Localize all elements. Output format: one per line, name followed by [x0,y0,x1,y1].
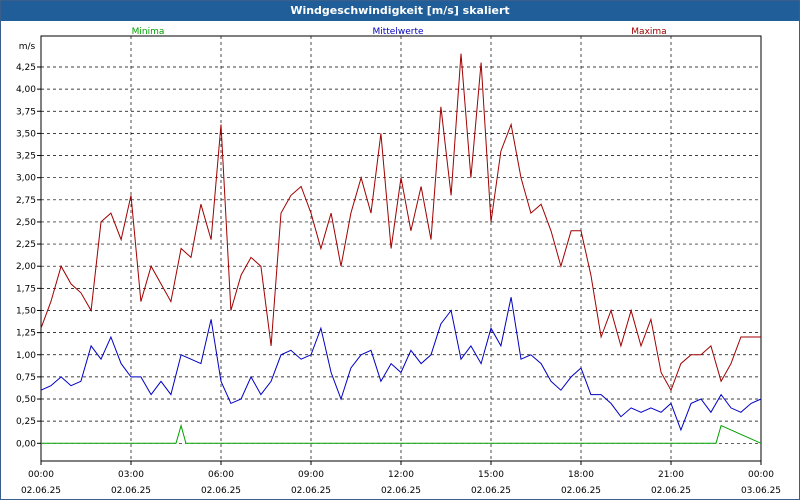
y-tick-label: 0,50 [16,395,36,405]
y-tick-label: 1,50 [16,306,36,316]
y-tick-label: 0,75 [16,373,36,383]
y-tick-label: 1,25 [16,329,36,339]
y-tick-label: 2,50 [16,218,36,228]
x-tick-time-label: 03:00 [118,470,144,480]
series-line-mittelwerte [40,297,762,432]
y-tick-label: 4,00 [16,85,36,95]
y-tick-label: 2,00 [16,262,36,272]
series-lines [40,53,762,444]
y-tick-label: 2,75 [16,196,36,206]
x-tick-time-label: 15:00 [478,470,504,480]
series-line-maxima [40,53,761,392]
x-tick-date-label: 02.06.25 [21,486,61,496]
x-tick-date-label: 03.06.25 [741,486,781,496]
x-tick-time-label: 09:00 [298,470,324,480]
legend-item-minima: Minima [132,27,165,37]
y-tick-label: 3,25 [16,152,36,162]
x-tick-date-label: 02.06.25 [471,486,511,496]
x-tick-date-label: 02.06.25 [561,486,601,496]
legend-item-mittelwerte: Mittelwerte [372,27,423,37]
x-tick-time-label: 00:00 [748,470,774,480]
x-tick-time-label: 18:00 [568,470,594,480]
x-tick-date-label: 02.06.25 [291,486,331,496]
legend: Minima Mittelwerte Maxima [132,27,667,37]
y-tick-label: 0,25 [16,417,36,427]
y-tick-label: 2,25 [16,240,36,250]
x-tick-date-label: 02.06.25 [381,486,421,496]
x-axis-ticks: 00:00 02.06.25 03:00 02.06.25 06:00 02.06.25 0… [21,461,781,496]
grid [41,36,761,461]
y-axis-unit-label: m/s [19,42,36,52]
x-tick-time-label: 00:00 [28,470,54,480]
series-line-minima [41,423,762,444]
x-tick-time-label: 21:00 [658,470,684,480]
window-title: Windgeschwindigkeit [m/s] skaliert [1,1,799,21]
y-tick-label: 3,00 [16,174,36,184]
y-axis-ticks: 0,00 0,25 0,50 0,75 1,00 1,25 1,50 1,75 2,00 2,25… [16,63,41,449]
y-tick-label: 1,75 [16,284,36,294]
y-tick-label: 1,00 [16,351,36,361]
y-tick-label: 3,75 [16,107,36,117]
y-tick-label: 4,25 [16,63,36,73]
y-tick-label: 3,50 [16,129,36,139]
x-tick-date-label: 02.06.25 [201,486,241,496]
x-tick-time-label: 12:00 [388,470,414,480]
x-tick-time-label: 06:00 [208,470,234,480]
legend-item-maxima: Maxima [631,27,666,37]
x-tick-date-label: 02.06.25 [111,486,151,496]
y-tick-label: 0,00 [16,439,36,449]
x-tick-date-label: 02.06.25 [651,486,691,496]
